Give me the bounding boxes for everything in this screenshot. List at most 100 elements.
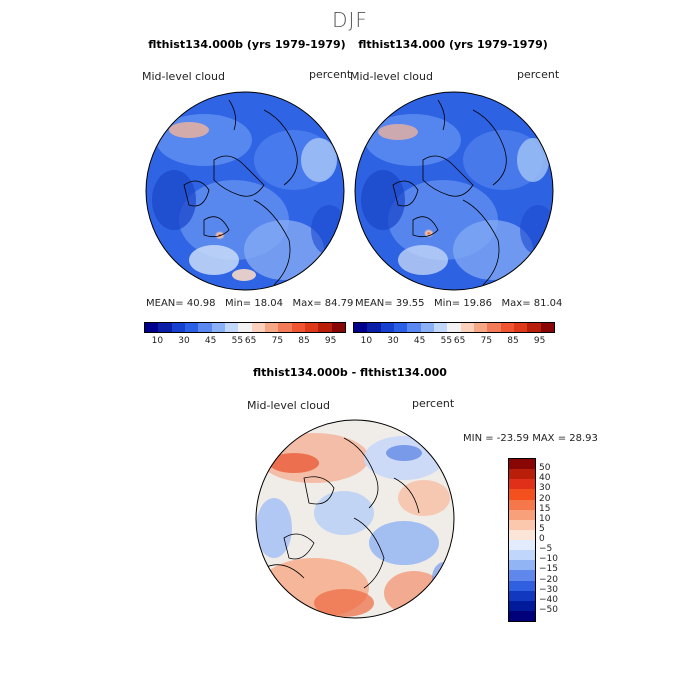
colorbar-tick-label: 75: [480, 336, 493, 346]
colorbar-tick-label: 65: [244, 336, 257, 346]
colorbar-swatch: [509, 499, 535, 510]
colorbar-swatch: [509, 479, 535, 490]
panel-2-max-value: 81.04: [533, 298, 563, 309]
diff-panel-units-label: percent: [412, 397, 455, 410]
colorbar-swatch: [509, 560, 535, 571]
colorbar-swatch: [460, 323, 474, 332]
panel-2-min-label: Min=: [434, 298, 461, 309]
colorbar-swatch: [251, 323, 265, 332]
colorbar-tick-label: 55: [440, 336, 453, 346]
colorbar-swatch: [509, 519, 535, 530]
panel-2-mean-label: MEAN=: [355, 298, 393, 309]
panel-1-variable-label: Mid-level cloud: [142, 70, 225, 83]
diff-panel-map: [255, 419, 455, 619]
colorbar-swatch: [509, 590, 535, 601]
colorbar-swatch: [500, 323, 514, 332]
panel-2-min-value: 19.86: [463, 298, 492, 309]
panel-2-max-label: Max=: [501, 298, 531, 309]
panel-2-title: flthist134.000 (yrs 1979-1979): [358, 38, 548, 51]
colorbar-swatch: [509, 529, 535, 540]
colorbar-tick-label: −30: [539, 584, 558, 595]
colorbar-tick-label: 10: [151, 336, 164, 346]
panel-2-variable-label: Mid-level cloud: [350, 70, 433, 83]
colorbar-tick-label: −15: [539, 564, 558, 575]
colorbar-swatch: [509, 570, 535, 581]
colorbar-tick-label: 20: [539, 493, 551, 504]
colorbar-swatch: [238, 323, 252, 332]
colorbar-tick-label: 75: [271, 336, 284, 346]
colorbar-swatch: [509, 550, 535, 561]
panel-1-map: [145, 91, 345, 291]
colorbar-swatch: [509, 469, 535, 480]
colorbar-swatch: [354, 323, 368, 332]
colorbar-swatch: [407, 323, 421, 332]
colorbar-swatch: [509, 600, 535, 611]
colorbar-tick-label: 5: [539, 523, 545, 534]
colorbar-swatch: [513, 323, 528, 332]
colorbar-tick-label: 55: [231, 336, 244, 346]
colorbar-tick-label: 95: [533, 336, 546, 346]
diff-panel-title: flthist134.000b - flthist134.000: [253, 366, 447, 379]
colorbar-tick-label: −40: [539, 594, 558, 605]
panel-2-mean-value: 39.55: [395, 298, 425, 309]
colorbar-tick-label: −10: [539, 554, 558, 565]
colorbar-swatch: [540, 323, 554, 332]
panel-1-min-label: Min=: [225, 298, 252, 309]
panel-1-stats: MEAN= 40.98 Min= 18.04 Max= 84.79: [146, 298, 353, 309]
panel-1-title: flthist134.000b (yrs 1979-1979): [148, 38, 346, 51]
colorbar-tick-label: 40: [539, 473, 551, 484]
panel-1-units-label: percent: [309, 68, 352, 81]
colorbar-tick-label: 95: [324, 336, 337, 346]
figure-season-title: DJF: [332, 8, 368, 32]
colorbar-tick-label: −50: [539, 604, 558, 615]
colorbar-swatch: [447, 323, 461, 332]
colorbar-tick-label: 15: [539, 503, 551, 514]
colorbar-swatch: [278, 323, 292, 332]
colorbar-swatch: [509, 459, 535, 470]
colorbar-swatch: [264, 323, 279, 332]
panel-1-mean-label: MEAN=: [146, 298, 184, 309]
panel-1-mean-value: 40.98: [186, 298, 216, 309]
colorbar-tick-label: 0: [539, 534, 545, 544]
colorbar-swatch: [420, 323, 434, 332]
colorbar-tick-label: 10: [539, 513, 551, 524]
colorbar-tick-label: 85: [507, 336, 519, 346]
colorbar-swatch: [291, 323, 305, 332]
colorbar-swatch: [527, 323, 541, 332]
panel-2-colorbar: [353, 322, 555, 333]
colorbar-swatch: [509, 489, 535, 500]
diff-panel-minmax: MIN = -23.59 MAX = 28.93: [463, 433, 598, 444]
colorbar-swatch: [509, 509, 535, 520]
colorbar-swatch: [158, 323, 172, 332]
panel-1-max-value: 84.79: [324, 298, 354, 309]
colorbar-swatch: [318, 323, 332, 332]
colorbar-swatch: [509, 540, 535, 551]
colorbar-tick-label: 30: [178, 336, 190, 346]
colorbar-swatch: [393, 323, 408, 332]
colorbar-tick-label: 50: [539, 463, 551, 474]
colorbar-swatch: [380, 323, 394, 332]
colorbar-tick-label: 10: [360, 336, 373, 346]
colorbar-swatch: [198, 323, 212, 332]
colorbar-swatch: [184, 323, 199, 332]
panel-1-min-value: 18.04: [254, 298, 283, 309]
colorbar-swatch: [473, 323, 488, 332]
colorbar-swatch: [304, 323, 319, 332]
colorbar-swatch: [211, 323, 225, 332]
colorbar-tick-label: 45: [413, 336, 426, 346]
colorbar-swatch: [331, 323, 345, 332]
diff-panel-colorbar: [508, 458, 536, 622]
colorbar-tick-label: −5: [539, 544, 553, 555]
panel-2-units-label: percent: [517, 68, 560, 81]
panel-1-colorbar-ticks: 10 30 45 55 65 75 85 95: [144, 336, 344, 348]
colorbar-tick-label: 30: [387, 336, 399, 346]
colorbar-tick-label: 85: [298, 336, 310, 346]
panel-2-stats: MEAN= 39.55 Min= 19.86 Max= 81.04: [355, 298, 562, 309]
colorbar-tick-label: 65: [453, 336, 466, 346]
colorbar-tick-label: 45: [204, 336, 217, 346]
colorbar-tick-label: 30: [539, 483, 551, 494]
colorbar-swatch: [509, 580, 535, 591]
diff-panel-variable-label: Mid-level cloud: [247, 399, 330, 412]
colorbar-swatch: [433, 323, 448, 332]
colorbar-swatch: [367, 323, 381, 332]
